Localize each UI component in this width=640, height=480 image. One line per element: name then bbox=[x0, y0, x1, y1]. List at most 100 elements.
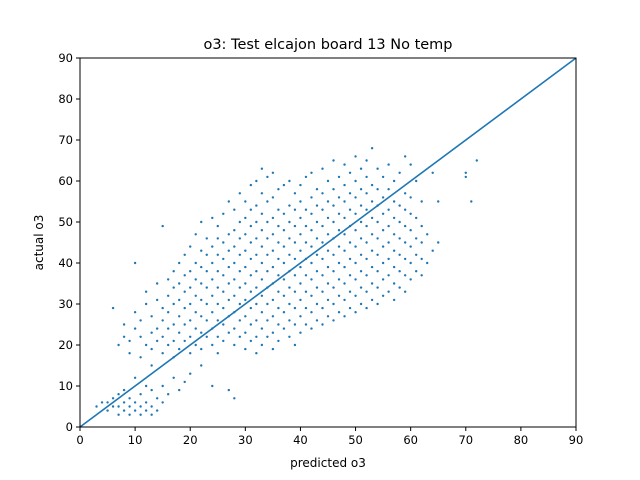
x-tick-label: 20 bbox=[183, 433, 198, 447]
data-point bbox=[255, 179, 258, 183]
data-point bbox=[315, 204, 319, 207]
data-point bbox=[183, 274, 186, 277]
data-point bbox=[211, 261, 214, 265]
x-tick-label: 30 bbox=[238, 433, 253, 447]
data-point bbox=[178, 315, 181, 318]
data-point bbox=[376, 270, 379, 273]
data-point bbox=[293, 290, 297, 293]
data-point bbox=[178, 388, 181, 392]
data-point bbox=[326, 298, 330, 302]
data-point bbox=[205, 253, 208, 256]
data-point bbox=[354, 212, 357, 215]
data-point bbox=[150, 413, 153, 416]
data-point bbox=[403, 290, 407, 293]
data-point bbox=[370, 233, 374, 236]
data-point bbox=[288, 302, 291, 306]
x-tick-label: 70 bbox=[458, 433, 473, 447]
data-point bbox=[111, 405, 115, 408]
data-point bbox=[266, 220, 269, 224]
data-point bbox=[409, 245, 412, 248]
y-tick-label: 20 bbox=[58, 338, 73, 352]
data-point bbox=[133, 401, 137, 404]
data-point bbox=[166, 294, 170, 297]
data-point bbox=[161, 224, 164, 228]
x-tick-label: 80 bbox=[514, 433, 529, 447]
data-point bbox=[133, 376, 137, 379]
data-point bbox=[122, 388, 126, 392]
data-point bbox=[403, 241, 407, 244]
data-point bbox=[150, 331, 153, 334]
data-point bbox=[348, 192, 352, 195]
data-point bbox=[244, 233, 247, 236]
data-point bbox=[227, 282, 230, 285]
data-point bbox=[277, 339, 280, 343]
data-point bbox=[387, 163, 390, 166]
data-point bbox=[376, 167, 379, 170]
data-point bbox=[354, 179, 357, 183]
data-point bbox=[205, 286, 208, 289]
data-point bbox=[310, 171, 313, 174]
data-point bbox=[222, 339, 225, 343]
data-point bbox=[172, 376, 175, 379]
data-point bbox=[464, 171, 467, 174]
data-point bbox=[420, 274, 423, 277]
data-point bbox=[211, 294, 214, 297]
data-point bbox=[139, 356, 142, 359]
data-point bbox=[166, 278, 170, 281]
data-point bbox=[150, 388, 153, 392]
data-point bbox=[387, 290, 390, 293]
x-axis-label: predicted o3 bbox=[290, 456, 366, 470]
data-point bbox=[403, 224, 407, 228]
data-point bbox=[255, 270, 258, 273]
data-point bbox=[111, 306, 115, 310]
data-point bbox=[387, 241, 390, 244]
data-point bbox=[271, 315, 275, 318]
data-point bbox=[359, 237, 363, 240]
data-point bbox=[260, 261, 264, 265]
data-point bbox=[271, 298, 275, 302]
x-axis: 0 10 20 30 40 50 60 70 80 90 bbox=[76, 427, 583, 447]
data-point bbox=[200, 249, 203, 252]
data-point bbox=[420, 257, 423, 261]
data-point bbox=[100, 401, 104, 404]
y-tick-label: 40 bbox=[58, 256, 73, 270]
data-point bbox=[255, 319, 258, 322]
data-point bbox=[359, 286, 363, 289]
data-point bbox=[398, 204, 401, 207]
data-point bbox=[150, 315, 153, 318]
data-point bbox=[244, 331, 247, 334]
data-point bbox=[166, 343, 170, 347]
data-point bbox=[133, 261, 137, 265]
data-point bbox=[161, 306, 164, 310]
data-point bbox=[205, 237, 208, 240]
data-point bbox=[211, 278, 214, 281]
data-point bbox=[409, 229, 412, 232]
data-point bbox=[95, 405, 98, 408]
data-point bbox=[216, 253, 219, 256]
data-point bbox=[233, 261, 236, 265]
data-point bbox=[370, 183, 374, 187]
data-point bbox=[227, 233, 230, 236]
data-point bbox=[266, 335, 269, 338]
data-point bbox=[200, 298, 203, 302]
x-tick-label: 90 bbox=[569, 433, 584, 447]
data-point bbox=[244, 282, 247, 285]
data-point bbox=[161, 352, 164, 355]
data-point bbox=[376, 220, 379, 224]
data-point bbox=[354, 278, 357, 281]
data-point bbox=[166, 311, 170, 314]
data-point bbox=[205, 270, 208, 273]
data-point bbox=[288, 335, 291, 338]
data-point bbox=[337, 294, 341, 297]
data-point bbox=[155, 327, 159, 330]
data-point bbox=[310, 278, 313, 281]
data-point bbox=[387, 208, 390, 211]
data-point bbox=[392, 249, 396, 252]
data-point bbox=[321, 306, 324, 310]
data-point bbox=[387, 257, 390, 261]
data-point bbox=[387, 274, 390, 277]
data-point bbox=[315, 319, 319, 322]
data-point bbox=[293, 323, 297, 326]
